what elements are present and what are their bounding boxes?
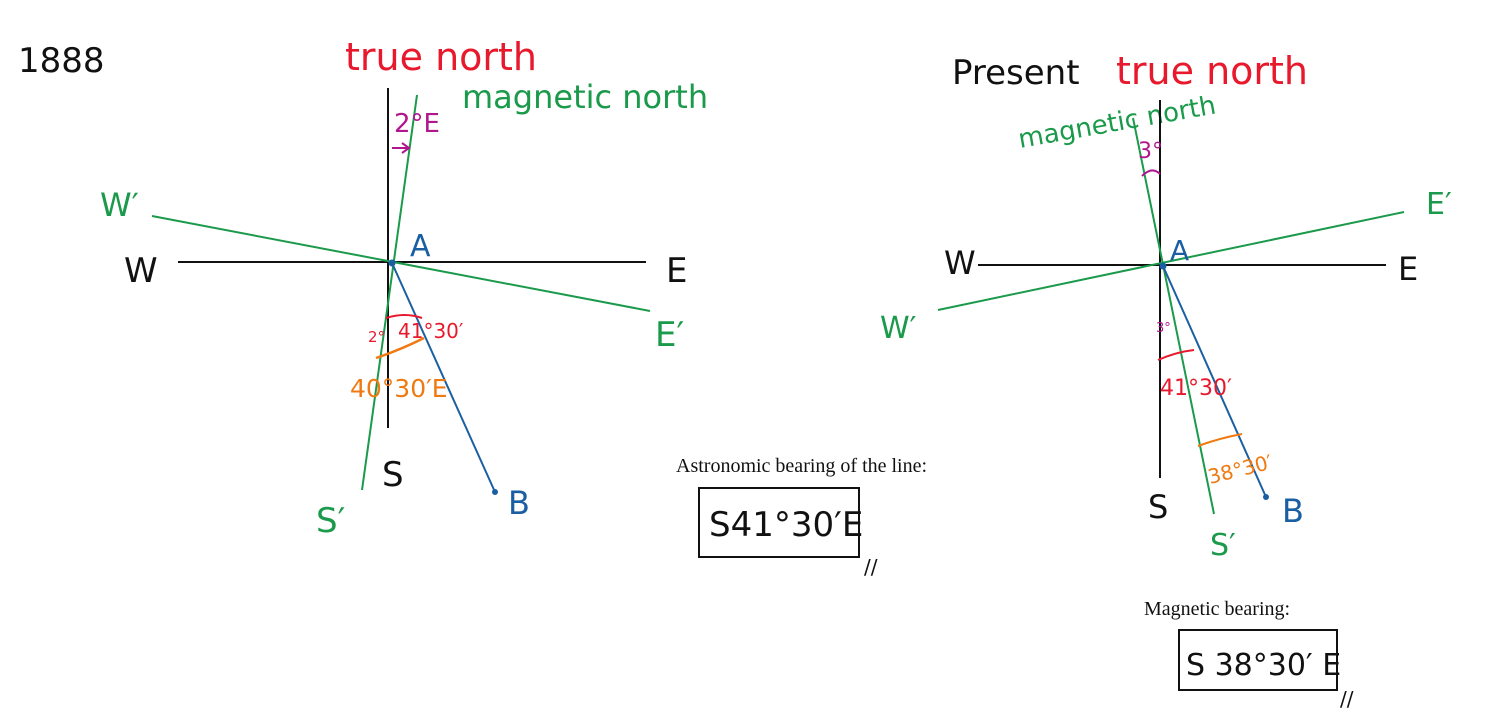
left-true-angle-label: 41°30′: [398, 319, 464, 343]
left-magnetic-east-west-line: [151, 215, 651, 312]
left-point-b: [492, 489, 498, 495]
magnetic-end-mark: //: [1340, 687, 1354, 711]
left-point-a-label: A: [410, 229, 431, 264]
left-true-north-label: true north: [345, 35, 537, 79]
right-west-prime-label: W′: [880, 311, 917, 346]
left-declination-arrow: [392, 142, 411, 154]
left-east-prime-label: E′: [655, 315, 684, 355]
magnetic-bearing-label: Magnetic bearing:: [1144, 598, 1290, 620]
right-true-angle-label: 41°30′: [1160, 376, 1232, 401]
right-magnetic-north-label: magnetic north: [1016, 91, 1218, 155]
left-diagram-1888: 1888 true north magnetic north W E S W′ …: [18, 35, 708, 541]
left-west-label: W: [124, 251, 158, 291]
right-magnetic-east-west-line: [937, 211, 1405, 311]
right-declination-arrow: [1141, 169, 1161, 177]
left-magnetic-angle-label: 40°30′E: [350, 374, 448, 403]
left-south-label: S: [382, 455, 404, 495]
right-point-b-label: B: [1282, 492, 1304, 530]
left-east-label: E: [666, 251, 687, 291]
left-point-b-label: B: [508, 484, 530, 522]
right-south-label: S: [1148, 488, 1168, 526]
left-magnetic-north-line: [361, 94, 418, 491]
magnetic-bearing-answer: Magnetic bearing: S 38°30′ E //: [1144, 598, 1354, 711]
astronomic-bearing-box: [698, 487, 860, 558]
left-small-angle-label: 2°: [368, 328, 385, 346]
right-east-label: E: [1398, 250, 1418, 288]
right-magnetic-angle-label: 38°30′: [1205, 450, 1275, 489]
astronomic-bearing-answer: Astronomic bearing of the line: S41°30′E…: [676, 455, 927, 579]
right-point-a: [1159, 262, 1167, 270]
right-magnetic-north-line: [1132, 117, 1215, 515]
left-magnetic-angle-arc: [375, 336, 425, 360]
right-true-angle-arc: [1157, 349, 1195, 361]
right-east-prime-label: E′: [1426, 187, 1452, 222]
magnetic-bearing-box: [1178, 629, 1338, 691]
astronomic-end-mark: //: [864, 555, 878, 579]
right-year-label: Present: [952, 53, 1080, 93]
right-south-prime-label: S′: [1210, 528, 1236, 563]
magnetic-bearing-value: S 38°30′ E: [1186, 648, 1341, 683]
right-small-angle-label: 3°: [1156, 321, 1171, 336]
right-declination-label: 3°: [1138, 139, 1163, 164]
left-south-prime-label: S′: [316, 501, 345, 541]
left-line-ab: [391, 262, 496, 493]
left-west-prime-label: W′: [100, 186, 139, 224]
left-magnetic-north-label: magnetic north: [462, 78, 708, 116]
right-diagram-present: Present true north magnetic north W E S …: [880, 49, 1452, 563]
right-true-north-label: true north: [1116, 49, 1308, 93]
left-year-label: 1888: [18, 41, 105, 81]
left-point-a: [388, 259, 396, 267]
right-line-ab: [1162, 265, 1267, 498]
right-magnetic-angle-arc: [1197, 433, 1243, 447]
right-west-label: W: [944, 244, 976, 282]
astronomic-bearing-label: Astronomic bearing of the line:: [676, 455, 927, 477]
astronomic-bearing-value: S41°30′E: [709, 505, 863, 545]
right-point-b: [1263, 494, 1269, 500]
right-point-a-label: A: [1170, 234, 1189, 267]
left-true-angle-arc: [385, 314, 423, 319]
left-declination-label: 2°E: [394, 109, 440, 139]
